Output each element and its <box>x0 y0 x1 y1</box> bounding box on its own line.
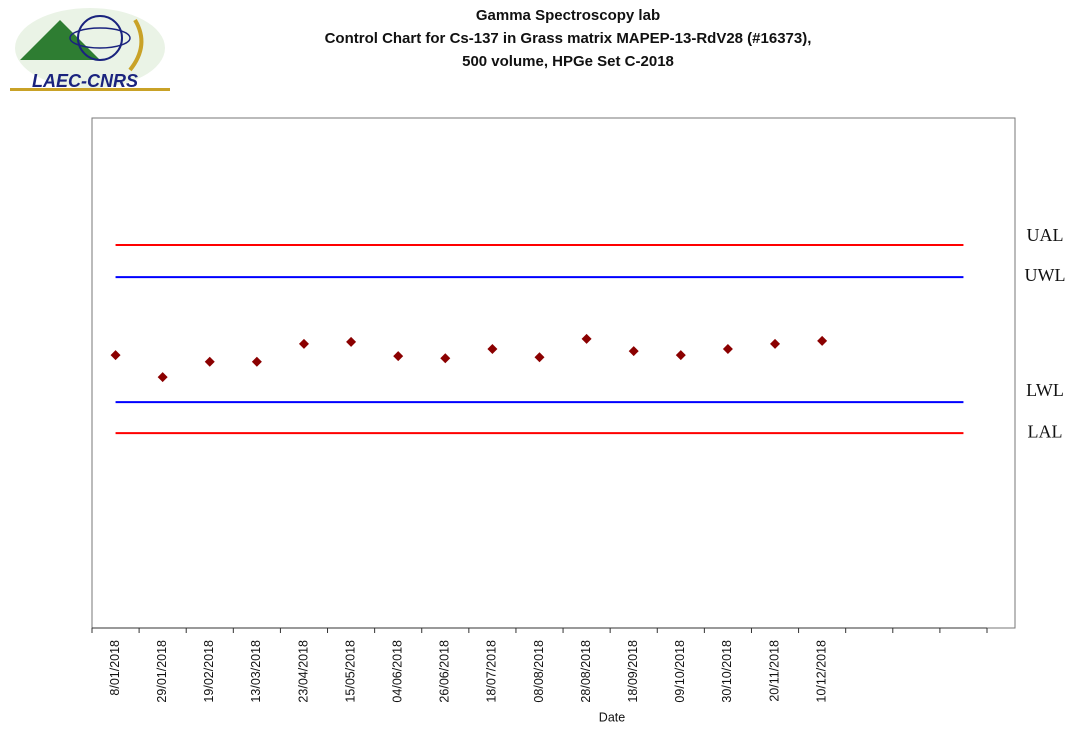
point <box>770 338 781 349</box>
chart-title: Gamma Spectroscopy lab <box>476 7 660 24</box>
point <box>628 346 639 357</box>
point <box>534 352 545 363</box>
x-tick-label: 19/02/2018 <box>202 640 216 703</box>
logo-orbit <box>69 27 131 49</box>
logo-bar <box>10 88 170 91</box>
x-tick-label: 04/06/2018 <box>390 640 404 703</box>
x-tick-label: 30/10/2018 <box>720 640 734 703</box>
limit-label: LAL <box>1028 421 1063 441</box>
limit-label: UWL <box>1025 265 1066 285</box>
point <box>440 353 451 364</box>
x-tick-label: 23/04/2018 <box>296 640 310 703</box>
point <box>157 372 168 383</box>
x-tick-label: 29/01/2018 <box>155 640 169 703</box>
chart-title: 500 volume, HPGe Set C-2018 <box>462 53 674 70</box>
point <box>487 344 498 355</box>
x-tick-label: 8/01/2018 <box>108 640 122 696</box>
logo-wheat <box>128 18 144 72</box>
point <box>393 351 404 362</box>
logo-text: LAEC-CNRS <box>32 71 138 91</box>
x-tick-label: 18/09/2018 <box>626 640 640 703</box>
point <box>817 335 828 346</box>
limit-label: UAL <box>1027 225 1064 245</box>
point <box>251 356 262 367</box>
x-tick-label: 08/08/2018 <box>532 640 546 703</box>
x-tick-label: 15/05/2018 <box>343 640 357 703</box>
logo: LAEC-CNRS <box>10 8 170 91</box>
point <box>722 344 733 355</box>
point <box>298 338 309 349</box>
x-tick-label: 18/07/2018 <box>485 640 499 703</box>
chart-title: Control Chart for Cs-137 in Grass matrix… <box>325 30 812 47</box>
point <box>204 356 215 367</box>
plot-frame <box>91 117 1016 629</box>
x-tick-label: 10/12/2018 <box>814 640 828 703</box>
logo-atom <box>77 15 123 61</box>
logo-tree <box>20 20 100 60</box>
point <box>110 350 121 361</box>
point <box>581 333 592 344</box>
limit-label: LWL <box>1026 380 1064 400</box>
x-tick-label: 28/08/2018 <box>579 640 593 703</box>
x-tick-label: 26/06/2018 <box>438 640 452 703</box>
x-axis-label: Date <box>599 710 625 724</box>
x-tick-label: 09/10/2018 <box>673 640 687 703</box>
x-tick-label: 13/03/2018 <box>249 640 263 703</box>
point <box>675 350 686 361</box>
point <box>346 336 357 347</box>
x-tick-label: 20/11/2018 <box>767 640 781 702</box>
